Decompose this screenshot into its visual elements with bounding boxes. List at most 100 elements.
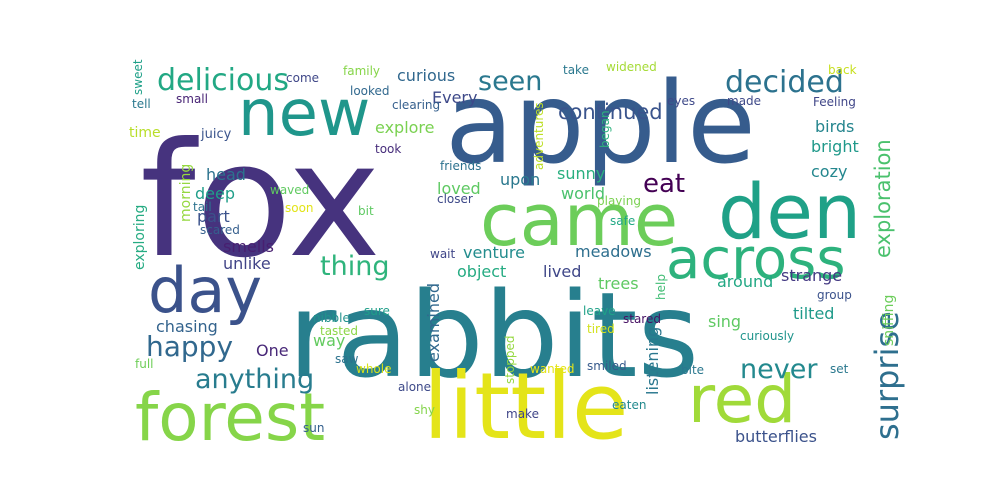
word: bright [811, 137, 859, 156]
word: apple [445, 59, 756, 189]
word: made [727, 94, 761, 108]
word: deep [195, 184, 235, 203]
word: curiously [740, 329, 794, 343]
word: surprise [868, 311, 906, 440]
word: happy [146, 330, 233, 363]
word: head [206, 165, 246, 184]
word: butterflies [735, 427, 817, 446]
word: tilted [793, 304, 834, 323]
word: stopped [503, 335, 517, 384]
word: bite [681, 363, 704, 377]
word: eat [643, 169, 685, 199]
word: sweet [131, 59, 145, 95]
word: exploration [871, 139, 895, 258]
word: tail [193, 200, 212, 214]
word: make [506, 407, 539, 421]
word: clearing [392, 98, 440, 112]
word: world [561, 184, 605, 203]
word: full [135, 357, 154, 371]
word: wait [430, 247, 456, 261]
word: sure [364, 304, 390, 318]
word: took [375, 142, 401, 156]
word: alone [398, 380, 431, 394]
word: way [313, 331, 345, 350]
word: set [830, 362, 849, 376]
word: delicious [157, 63, 289, 98]
word: den [718, 167, 861, 256]
word: waved [270, 183, 309, 197]
word: around [717, 272, 773, 291]
word: group [817, 288, 852, 302]
word: time [129, 125, 161, 141]
word: safe [610, 214, 635, 228]
word: fox [140, 109, 381, 293]
word: lived [543, 262, 581, 281]
word: loved [437, 179, 481, 198]
word: shy [414, 403, 435, 417]
word: rabbits [288, 266, 699, 404]
word: stared [623, 312, 661, 326]
word: sing [708, 312, 741, 331]
word: thing [320, 251, 389, 282]
word: upon [500, 170, 540, 189]
word: saw [335, 352, 359, 366]
word: meadows [575, 242, 652, 261]
word: wanted [530, 362, 574, 376]
word: cozy [811, 162, 847, 181]
word: take [563, 63, 589, 77]
word: red [688, 361, 796, 438]
word: nibble [313, 311, 350, 325]
word: eyes [667, 94, 695, 108]
word: widened [606, 60, 657, 74]
word: never [740, 354, 818, 385]
word: little [423, 353, 628, 460]
word: came [480, 178, 678, 262]
word: juicy [200, 127, 232, 142]
word: soon [285, 201, 314, 215]
word: day [148, 254, 262, 327]
word: small [176, 92, 208, 106]
word: back [828, 63, 857, 77]
word: Feeling [813, 95, 856, 109]
word: listening [643, 327, 662, 395]
word: leave [583, 304, 616, 318]
word: explore [375, 118, 435, 137]
word: eaten [612, 398, 646, 412]
word: strange [781, 266, 842, 285]
word: sunny [557, 164, 605, 183]
word: examined [424, 283, 443, 362]
word: chasing [156, 317, 218, 336]
word: Every [432, 88, 477, 107]
word: One [256, 341, 289, 360]
word: curious [397, 66, 455, 85]
word: part [197, 207, 230, 226]
word: come [286, 71, 319, 85]
word: morning [178, 164, 194, 222]
word: sniffing [881, 295, 897, 346]
word: whole [356, 362, 391, 376]
word: tell [132, 97, 151, 111]
word: exploring [132, 205, 148, 270]
word: object [457, 262, 506, 281]
word: smells [223, 237, 274, 256]
word: unlike [223, 254, 271, 273]
word: scared [200, 223, 240, 237]
word: trees [598, 274, 639, 293]
word: sun [303, 421, 324, 435]
word: family [343, 64, 380, 78]
word: help [654, 274, 668, 300]
word: venture [463, 243, 525, 262]
word: playing [597, 194, 641, 208]
word: decided [725, 65, 844, 100]
word: tired [587, 322, 615, 336]
word: continued [558, 100, 663, 124]
word: forest [135, 379, 325, 456]
word: began [598, 110, 612, 148]
word: closer [437, 192, 473, 206]
word: anything [195, 364, 314, 395]
word: smiled [587, 359, 627, 373]
word: tasted [320, 324, 358, 338]
word: across [666, 227, 846, 292]
word: seen [478, 66, 542, 97]
